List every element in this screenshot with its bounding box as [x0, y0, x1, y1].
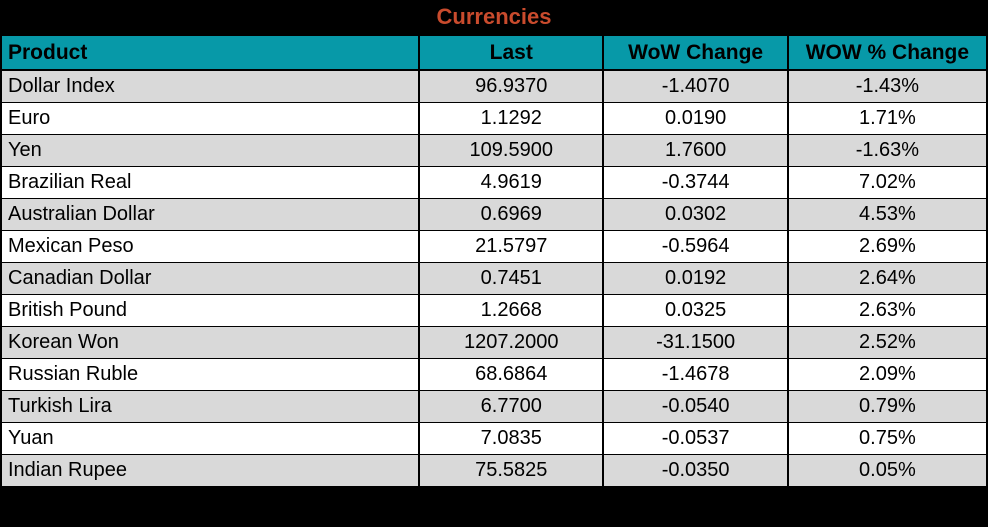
- cell-wow-change: -0.3744: [602, 165, 789, 199]
- currencies-table: Product Last WoW Change WOW % Change Dol…: [0, 34, 988, 487]
- cell-wow-change: 0.0302: [602, 197, 789, 231]
- cell-product: Indian Rupee: [0, 453, 421, 487]
- cell-wow-change: -0.0537: [602, 421, 789, 455]
- cell-wow-pct-change: 0.75%: [786, 421, 988, 455]
- table-row: Australian Dollar 0.6969 0.0302 4.53%: [0, 197, 988, 231]
- cell-wow-pct-change: 1.71%: [786, 101, 988, 135]
- cell-last: 1207.2000: [418, 325, 605, 359]
- table-row: Yuan 7.0835 -0.0537 0.75%: [0, 421, 988, 455]
- cell-last: 0.6969: [418, 197, 605, 231]
- cell-wow-pct-change: 2.09%: [786, 357, 988, 391]
- cell-wow-pct-change: 2.63%: [786, 293, 988, 327]
- title-bar: Currencies: [0, 0, 988, 34]
- cell-wow-pct-change: 2.52%: [786, 325, 988, 359]
- cell-last: 109.5900: [418, 133, 605, 167]
- cell-last: 75.5825: [418, 453, 605, 487]
- cell-last: 6.7700: [418, 389, 605, 423]
- cell-wow-pct-change: 2.64%: [786, 261, 988, 295]
- table-row: Korean Won 1207.2000 -31.1500 2.52%: [0, 325, 988, 359]
- cell-last: 1.1292: [418, 101, 605, 135]
- table-row: Russian Ruble 68.6864 -1.4678 2.09%: [0, 357, 988, 391]
- cell-wow-change: -31.1500: [602, 325, 789, 359]
- cell-wow-change: 0.0190: [602, 101, 789, 135]
- cell-wow-pct-change: -1.43%: [786, 69, 988, 103]
- table-body: Dollar Index 96.9370 -1.4070 -1.43% Euro…: [0, 69, 988, 487]
- cell-wow-pct-change: 4.53%: [786, 197, 988, 231]
- cell-last: 0.7451: [418, 261, 605, 295]
- table-row: Yen 109.5900 1.7600 -1.63%: [0, 133, 988, 167]
- cell-wow-change: -0.5964: [602, 229, 789, 263]
- column-header-last: Last: [418, 34, 605, 71]
- cell-product: Yen: [0, 133, 421, 167]
- cell-wow-change: -1.4070: [602, 69, 789, 103]
- cell-wow-change: -1.4678: [602, 357, 789, 391]
- cell-wow-pct-change: 7.02%: [786, 165, 988, 199]
- cell-product: Turkish Lira: [0, 389, 421, 423]
- cell-product: Mexican Peso: [0, 229, 421, 263]
- cell-product: British Pound: [0, 293, 421, 327]
- cell-product: Yuan: [0, 421, 421, 455]
- cell-wow-pct-change: 0.05%: [786, 453, 988, 487]
- cell-wow-pct-change: 0.79%: [786, 389, 988, 423]
- cell-product: Russian Ruble: [0, 357, 421, 391]
- table-row: Dollar Index 96.9370 -1.4070 -1.43%: [0, 69, 988, 103]
- cell-last: 96.9370: [418, 69, 605, 103]
- table-row: Mexican Peso 21.5797 -0.5964 2.69%: [0, 229, 988, 263]
- column-header-wow-change: WoW Change: [602, 34, 789, 71]
- table-row: Euro 1.1292 0.0190 1.71%: [0, 101, 988, 135]
- cell-wow-pct-change: -1.63%: [786, 133, 988, 167]
- cell-last: 21.5797: [418, 229, 605, 263]
- cell-product: Korean Won: [0, 325, 421, 359]
- cell-last: 1.2668: [418, 293, 605, 327]
- cell-wow-change: -0.0350: [602, 453, 789, 487]
- cell-product: Brazilian Real: [0, 165, 421, 199]
- table-row: Turkish Lira 6.7700 -0.0540 0.79%: [0, 389, 988, 423]
- cell-wow-pct-change: 2.69%: [786, 229, 988, 263]
- cell-wow-change: 0.0325: [602, 293, 789, 327]
- column-header-wow-pct-change: WOW % Change: [786, 34, 988, 71]
- cell-wow-change: 1.7600: [602, 133, 789, 167]
- cell-last: 68.6864: [418, 357, 605, 391]
- header-row: Product Last WoW Change WOW % Change: [0, 34, 988, 71]
- cell-last: 4.9619: [418, 165, 605, 199]
- cell-wow-change: -0.0540: [602, 389, 789, 423]
- cell-wow-change: 0.0192: [602, 261, 789, 295]
- table-row: British Pound 1.2668 0.0325 2.63%: [0, 293, 988, 327]
- cell-last: 7.0835: [418, 421, 605, 455]
- table-row: Canadian Dollar 0.7451 0.0192 2.64%: [0, 261, 988, 295]
- table-row: Indian Rupee 75.5825 -0.0350 0.05%: [0, 453, 988, 487]
- cell-product: Australian Dollar: [0, 197, 421, 231]
- cell-product: Dollar Index: [0, 69, 421, 103]
- cell-product: Euro: [0, 101, 421, 135]
- panel-title: Currencies: [436, 4, 552, 29]
- column-header-product: Product: [0, 34, 421, 71]
- table-row: Brazilian Real 4.9619 -0.3744 7.02%: [0, 165, 988, 199]
- cell-product: Canadian Dollar: [0, 261, 421, 295]
